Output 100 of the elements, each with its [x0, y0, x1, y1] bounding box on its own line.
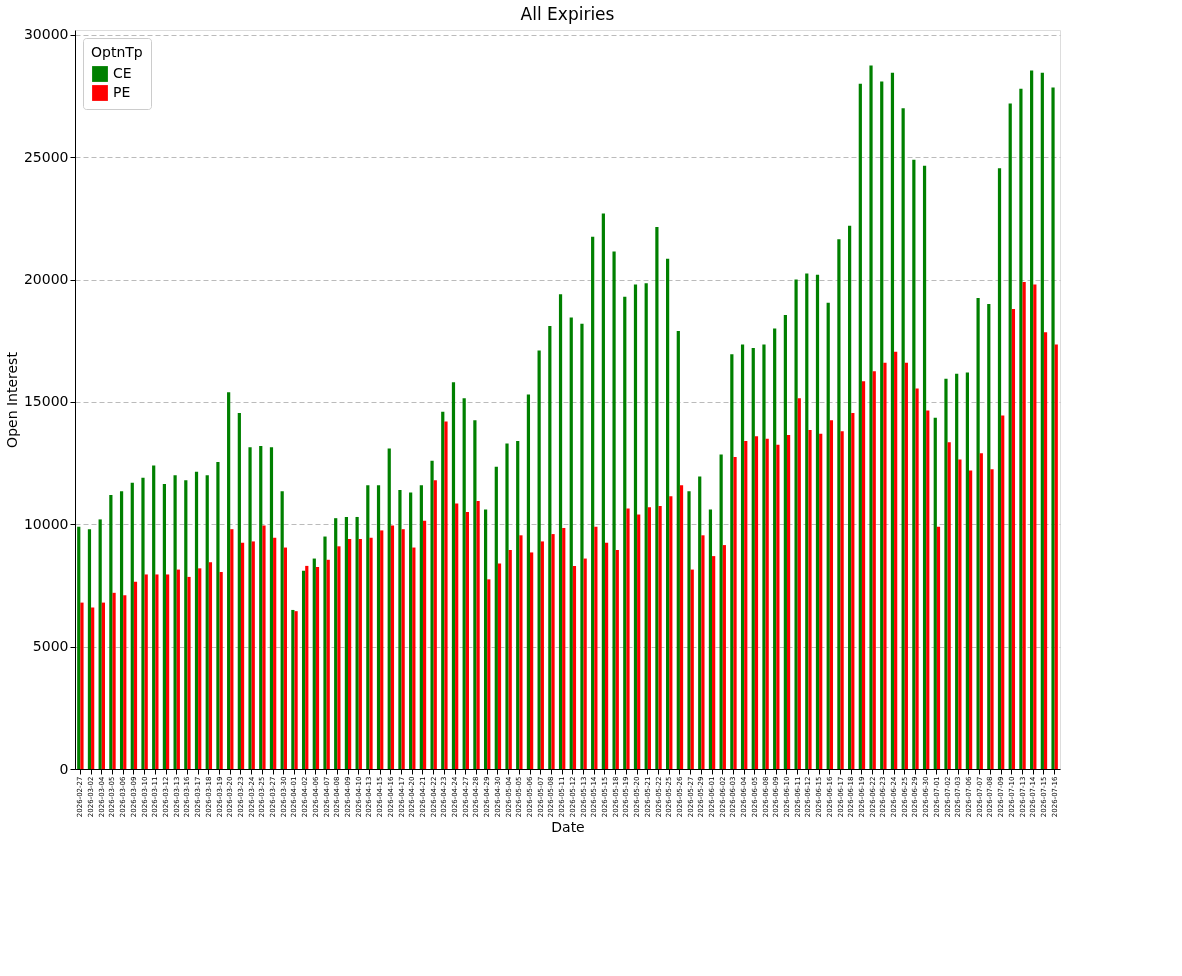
bar: [530, 552, 534, 769]
bar: [259, 445, 263, 769]
bar: [366, 485, 370, 769]
bar: [548, 326, 552, 769]
bar: [808, 430, 812, 769]
bar: [829, 420, 834, 769]
bar: [722, 545, 726, 769]
legend-label: PE: [113, 84, 131, 100]
bar: [890, 72, 895, 769]
bar: [112, 592, 116, 769]
bar: [794, 279, 798, 769]
bar: [562, 527, 566, 769]
bar: [819, 433, 823, 769]
bar: [109, 494, 113, 769]
bar: [687, 491, 691, 769]
bar: [719, 454, 723, 769]
bar: [690, 569, 694, 769]
bar: [419, 485, 423, 769]
y-axis-title: Open Interest: [3, 351, 20, 448]
bar: [355, 516, 359, 769]
bar: [301, 570, 306, 769]
bar: [783, 315, 787, 769]
bar: [505, 443, 509, 769]
bar: [141, 477, 145, 769]
bar: [990, 469, 994, 769]
bar: [540, 541, 544, 769]
bar: [173, 475, 177, 769]
bar: [1033, 284, 1037, 769]
bar: [762, 344, 766, 769]
bar: [1001, 415, 1005, 769]
bar: [184, 480, 188, 769]
bar: [922, 165, 927, 769]
bar: [390, 525, 395, 769]
bar: [594, 526, 598, 769]
bar: [765, 438, 769, 769]
bar: [123, 595, 127, 769]
bar: [915, 388, 919, 769]
bar: [348, 538, 352, 769]
bar: [604, 542, 609, 769]
bar: [904, 362, 908, 769]
bar: [369, 537, 373, 769]
bar: [883, 362, 887, 769]
bar: [837, 239, 841, 769]
bar: [987, 304, 991, 769]
bar: [786, 434, 791, 769]
bar: [848, 225, 852, 769]
bar: [679, 485, 684, 769]
bar: [955, 373, 959, 769]
bar: [87, 529, 92, 769]
y-tick-label: 5000: [32, 638, 69, 655]
bar: [623, 296, 627, 769]
bar: [958, 459, 962, 769]
legend-title: OptnTp: [91, 44, 143, 60]
bar: [751, 348, 755, 769]
bar: [483, 509, 488, 769]
bar: [401, 529, 405, 769]
bar: [326, 559, 330, 769]
bar: [376, 485, 381, 769]
bar: [936, 526, 941, 769]
bar: [473, 420, 477, 769]
bar: [1030, 70, 1034, 769]
bar: [708, 509, 713, 769]
bar: [1008, 103, 1012, 769]
x-axis-title: Date: [551, 819, 585, 836]
bar: [669, 496, 673, 769]
bar: [251, 541, 255, 769]
bar: [644, 283, 648, 769]
bar: [194, 471, 199, 769]
bar: [323, 536, 327, 769]
bar: [441, 411, 445, 769]
bar: [583, 558, 587, 769]
bar: [166, 574, 170, 769]
bar: [455, 503, 459, 769]
bar: [305, 565, 309, 769]
bar: [237, 412, 241, 769]
bar: [422, 520, 427, 769]
bar: [248, 447, 252, 769]
bar: [676, 330, 680, 769]
bar: [430, 460, 434, 769]
bar: [912, 159, 916, 769]
bar: [858, 83, 862, 769]
bar: [851, 412, 855, 769]
bar: [526, 394, 531, 769]
bar: [558, 294, 563, 769]
bar: [465, 512, 469, 769]
y-tick-label: 25000: [23, 148, 69, 165]
bar: [451, 382, 456, 769]
y-tick-label: 15000: [23, 393, 69, 410]
bar: [658, 505, 662, 769]
bar: [240, 542, 245, 769]
bar: [187, 576, 191, 769]
bar: [944, 378, 948, 769]
bar: [144, 574, 148, 769]
bar: [976, 297, 980, 769]
bar: [805, 273, 809, 769]
bar: [273, 537, 277, 769]
bar: [551, 534, 555, 769]
bar: [387, 448, 391, 769]
bar: [626, 508, 630, 769]
bar: [997, 168, 1002, 769]
